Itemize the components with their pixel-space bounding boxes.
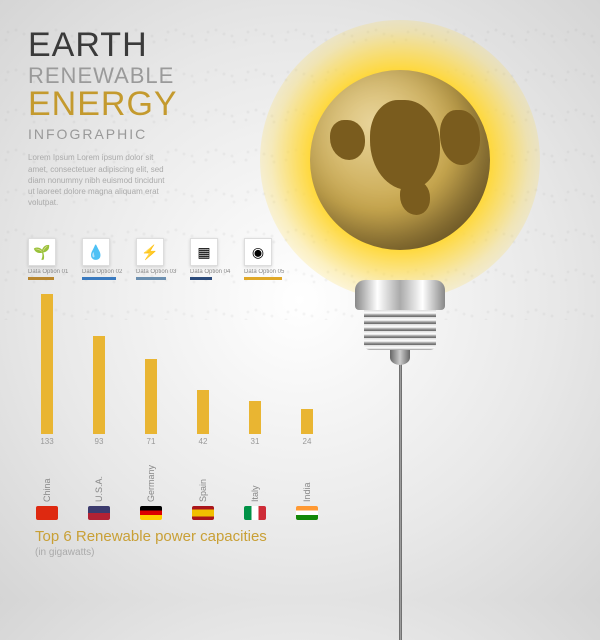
data-option-item: 🌱 Data Option 01: [28, 238, 70, 280]
data-option-item: 💧 Data Option 02: [82, 238, 124, 280]
chart-footer: Top 6 Renewable power capacities (in gig…: [35, 528, 267, 558]
option-label: Data Option 02: [82, 269, 124, 275]
bulb-base-icon: [355, 280, 445, 340]
body-text: Lorem Ipsum Lorem ipsum dolor sit amet, …: [28, 152, 168, 208]
option-bar: [136, 277, 166, 280]
bar-country-label: Italy: [250, 452, 260, 502]
data-option-item: ⚡ Data Option 03: [136, 238, 178, 280]
country-flag-icon: [192, 506, 214, 520]
subtitle: INFOGRAPHIC: [28, 126, 178, 142]
option-bar: [244, 277, 282, 280]
country-flag-icon: [36, 506, 58, 520]
capacity-bar-chart: 133 China 93 U.S.A. 71 Germany 42 Spain 31 Italy 2…: [35, 340, 355, 520]
country-flag-icon: [296, 506, 318, 520]
bar-country-label: U.S.A.: [94, 452, 104, 502]
country-flag-icon: [244, 506, 266, 520]
bar-country-label: India: [302, 452, 312, 502]
data-option-item: ◉ Data Option 05: [244, 238, 286, 280]
bulb-cord: [399, 340, 402, 640]
option-label: Data Option 03: [136, 269, 178, 275]
option-icon: 💧: [82, 238, 110, 266]
option-label: Data Option 04: [190, 269, 232, 275]
option-icon: ▦: [190, 238, 218, 266]
bar: [41, 294, 53, 434]
bar-group: 93 U.S.A.: [87, 336, 111, 520]
option-label: Data Option 01: [28, 269, 70, 275]
bar-group: 133 China: [35, 294, 59, 520]
data-option-item: ▦ Data Option 04: [190, 238, 232, 280]
option-icon: ◉: [244, 238, 272, 266]
bar-value: 133: [40, 437, 53, 446]
bar-country-label: Spain: [198, 452, 208, 502]
bar: [249, 401, 261, 434]
bar-value: 31: [251, 437, 260, 446]
bar-group: 31 Italy: [243, 401, 267, 520]
title-line-2: RENEWABLE: [28, 64, 178, 87]
bar: [93, 336, 105, 434]
header: EARTH RENEWABLE ENERGY INFOGRAPHIC Lorem…: [28, 28, 178, 208]
bar-group: 71 Germany: [139, 359, 163, 520]
bar-country-label: Germany: [146, 452, 156, 502]
option-bar: [28, 277, 54, 280]
bar: [301, 409, 313, 434]
lightbulb-graphic: [240, 20, 560, 640]
chart-title: Top 6 Renewable power capacities: [35, 528, 267, 545]
bar: [197, 390, 209, 434]
bar-value: 42: [199, 437, 208, 446]
earth-globe-icon: [310, 70, 490, 250]
chart-subtitle: (in gigawatts): [35, 547, 267, 558]
country-flag-icon: [140, 506, 162, 520]
bulb-glow: [260, 20, 540, 300]
title-line-1: EARTH: [28, 28, 178, 64]
bar-country-label: China: [42, 452, 52, 502]
bar-value: 71: [147, 437, 156, 446]
option-bar: [82, 277, 116, 280]
option-label: Data Option 05: [244, 269, 286, 275]
bar-value: 93: [95, 437, 104, 446]
bar-value: 24: [303, 437, 312, 446]
option-icon: 🌱: [28, 238, 56, 266]
data-options-row: 🌱 Data Option 01 💧 Data Option 02 ⚡ Data Opti…: [28, 238, 286, 280]
bar: [145, 359, 157, 434]
title-line-3: ENERGY: [28, 87, 178, 123]
option-bar: [190, 277, 212, 280]
country-flag-icon: [88, 506, 110, 520]
bar-group: 24 India: [295, 409, 319, 520]
option-icon: ⚡: [136, 238, 164, 266]
bar-group: 42 Spain: [191, 390, 215, 520]
